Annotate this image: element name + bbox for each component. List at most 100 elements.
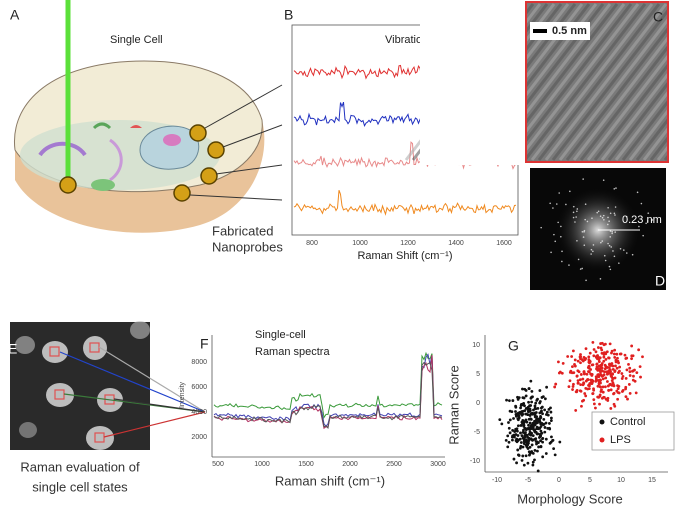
scatter-point	[624, 388, 627, 391]
scatter-point	[516, 430, 519, 433]
scatter-point	[608, 363, 611, 366]
fft-spot	[575, 216, 577, 218]
x-tick-label: 3000	[430, 461, 446, 468]
panel-label: F	[200, 336, 209, 352]
scatter-point	[572, 383, 575, 386]
scatter-point	[582, 360, 585, 363]
scatter-point	[577, 360, 580, 363]
scatter-point	[613, 356, 616, 359]
scatter-point	[541, 412, 544, 415]
panel-title: Raman spectra	[255, 346, 330, 358]
panel-label: E	[8, 341, 17, 357]
scatter-point	[600, 388, 603, 391]
scatter-point	[548, 422, 551, 425]
fft-spot	[596, 212, 598, 214]
caption: Fabricated	[212, 223, 273, 238]
scatter-point	[550, 417, 553, 420]
scatter-point	[509, 431, 512, 434]
scatter-point	[566, 355, 569, 358]
scatter-point	[612, 383, 615, 386]
scatter-point	[545, 452, 548, 455]
y-tick-label: 10	[472, 342, 480, 349]
scatter-point	[599, 367, 602, 370]
scatter-point	[571, 371, 574, 374]
scatter-point	[559, 371, 562, 374]
scatter-point	[587, 378, 590, 381]
scatter-point	[533, 412, 536, 415]
fft-spot	[638, 226, 640, 228]
figure: A Single Cell Fabricated Nanoprobes B Vi…	[0, 0, 679, 508]
scatter-point	[521, 455, 524, 458]
fft-spot	[557, 222, 559, 224]
scatter-point	[629, 392, 632, 395]
x-tick-label: 1600	[496, 240, 512, 247]
scatter-point	[589, 368, 592, 371]
scatter-point	[500, 422, 503, 425]
scatter-point	[508, 441, 511, 444]
scatter-point	[593, 348, 596, 351]
panel-f: F Single-cell Raman spectra Intensity Ra…	[179, 329, 446, 489]
scatter-point	[541, 455, 544, 458]
scatter-point	[580, 373, 583, 376]
scatter-point	[595, 350, 598, 353]
scatter-point	[523, 404, 526, 407]
scatter-point	[516, 449, 519, 452]
fft-spot	[585, 203, 587, 205]
scatter-point	[511, 399, 514, 402]
scatter-point	[587, 355, 590, 358]
scatter-point	[582, 399, 585, 402]
fft-spot	[609, 266, 611, 268]
scatter-point	[528, 418, 531, 421]
scatter-point	[617, 385, 620, 388]
scatter-point	[569, 379, 572, 382]
scatter-point	[609, 383, 612, 386]
fft-spot	[550, 252, 552, 254]
scatter-point	[536, 441, 539, 444]
scatter-point	[620, 353, 623, 356]
scatter-point	[562, 362, 565, 365]
scatter-point	[639, 365, 642, 368]
scatter-point	[517, 453, 520, 456]
scatter-point	[517, 418, 520, 421]
scatter-point	[505, 399, 508, 402]
scatter-point	[579, 361, 582, 364]
scatter-point	[618, 366, 621, 369]
panel-title: Single Cell	[110, 34, 163, 46]
scatter-point	[552, 447, 555, 450]
scatter-point	[530, 390, 533, 393]
scatter-point	[545, 413, 548, 416]
scatter-point	[509, 410, 512, 413]
fft-spot	[614, 212, 616, 214]
scatter-point	[605, 358, 608, 361]
scatter-point	[521, 388, 524, 391]
scatter-point	[573, 363, 576, 366]
scatter-point	[543, 408, 546, 411]
scatter-point	[592, 354, 595, 357]
scatter-point	[591, 341, 594, 344]
fft-spot	[618, 262, 620, 264]
scatter-point	[526, 443, 529, 446]
scatter-point	[528, 387, 531, 390]
scatter-point	[592, 387, 595, 390]
scatter-point	[519, 406, 522, 409]
scatter-point	[532, 434, 535, 437]
spectrum-trace	[214, 355, 442, 428]
scatter-point	[602, 377, 605, 380]
fft-spot	[574, 221, 576, 223]
scatter-point	[523, 409, 526, 412]
scatter-point	[630, 354, 633, 357]
scatter-point	[525, 454, 528, 457]
scatter-point	[511, 429, 514, 432]
fft-spot	[600, 278, 602, 280]
scatter-point	[595, 375, 598, 378]
fft-spot	[598, 210, 600, 212]
fft-spot	[558, 192, 560, 194]
scatter-point	[610, 388, 613, 391]
fft-spot	[641, 203, 643, 205]
scatter-point	[574, 359, 577, 362]
scatter-point	[517, 424, 520, 427]
scatter-point	[511, 439, 514, 442]
fft-spot	[607, 217, 609, 219]
scatter-point	[604, 343, 607, 346]
fft-spot	[607, 224, 609, 226]
